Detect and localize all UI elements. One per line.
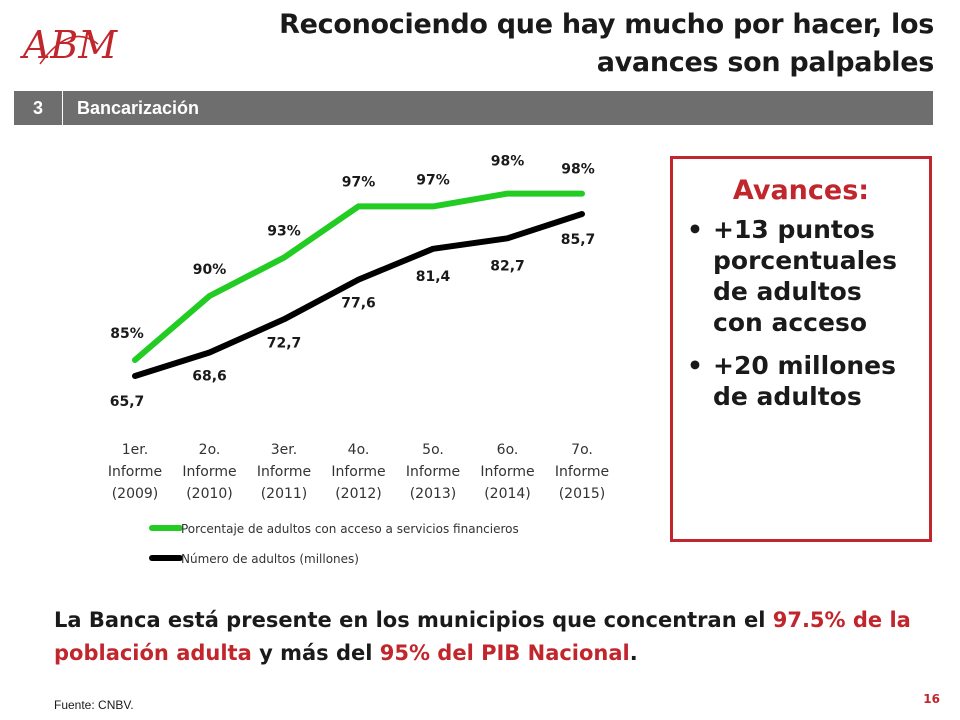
avances-item: • +13 puntos porcentuales de adultos con… <box>683 214 919 338</box>
x-tick-label: (2013) <box>410 486 457 502</box>
x-tick-label: (2012) <box>335 486 382 502</box>
abm-logo: ABM <box>20 23 118 67</box>
data-label-percentage: 85% <box>110 326 144 342</box>
x-tick-label: 4o. <box>348 442 370 458</box>
footer-part: . <box>629 641 638 665</box>
legend-label: Número de adultos (millones) <box>181 552 359 566</box>
title-line-1: Reconociendo que hay mucho por hacer, lo… <box>279 9 934 40</box>
x-tick-label: Informe <box>480 464 534 480</box>
source-note: Fuente: CNBV. <box>54 698 134 712</box>
data-label-adults: 81,4 <box>416 269 451 285</box>
footer-highlight: 97.5% de la población adulta <box>54 608 911 665</box>
data-label-percentage: 90% <box>193 262 227 278</box>
x-tick-label: (2015) <box>559 486 606 502</box>
x-tick-label: 2o. <box>199 442 221 458</box>
section-number: 3 <box>14 91 63 125</box>
x-tick-label: Informe <box>182 464 236 480</box>
footer-part: y más del <box>251 641 380 665</box>
data-label-percentage: 97% <box>342 174 376 190</box>
data-label-percentage: 98% <box>561 162 595 178</box>
section-bar: 3 Bancarización <box>14 91 933 125</box>
bullet-icon: • <box>687 351 703 380</box>
x-tick-label: 1er. <box>122 442 148 458</box>
avances-box: Avances: • +13 puntos porcentuales de ad… <box>670 156 932 542</box>
bullet-icon: • <box>687 215 703 244</box>
logo-text: ABM <box>20 23 118 67</box>
data-label-percentage: 98% <box>491 154 525 170</box>
x-tick-label: (2010) <box>186 486 233 502</box>
avances-list: • +13 puntos porcentuales de adultos con… <box>683 214 919 412</box>
x-tick-label: Informe <box>108 464 162 480</box>
x-tick-label: Informe <box>406 464 460 480</box>
x-tick-label: 3er. <box>271 442 297 458</box>
x-tick-label: Informe <box>257 464 311 480</box>
data-label-adults: 72,7 <box>267 335 302 351</box>
x-tick-label: 7o. <box>571 442 593 458</box>
avances-item-text: +13 puntos porcentuales de adultos con a… <box>713 215 897 337</box>
footer-highlight: 95% del PIB Nacional <box>379 641 630 665</box>
line-chart: 85% 90% 93% 97% 97% 98% 98% 65,7 68,6 72,7 77,6 81,… <box>108 154 609 566</box>
page-number: 16 <box>923 692 940 706</box>
x-tick-label: Informe <box>331 464 385 480</box>
series-line-adults <box>132 211 585 379</box>
legend-label: Porcentaje de adultos con acceso a servi… <box>181 522 519 536</box>
footer-statement: La Banca está presente en los municipios… <box>54 604 934 670</box>
title-line-2: avances son palpables <box>596 47 935 78</box>
series-line-percentage <box>132 190 585 363</box>
x-tick-label: (2011) <box>261 486 308 502</box>
data-label-percentage: 97% <box>416 172 450 188</box>
avances-item: • +20 millones de adultos <box>683 350 919 412</box>
footer-part: La Banca está presente en los municipios… <box>54 608 773 632</box>
avances-item-text: +20 millones de adultos <box>713 351 897 411</box>
data-label-adults: 85,7 <box>561 232 596 248</box>
section-label: Bancarización <box>77 97 200 118</box>
data-label-adults: 68,6 <box>192 369 227 385</box>
x-tick-label: 5o. <box>422 442 444 458</box>
x-tick-label: (2009) <box>112 486 159 502</box>
x-tick-label: Informe <box>555 464 609 480</box>
avances-title: Avances: <box>732 175 870 206</box>
x-tick-label: 6o. <box>497 442 519 458</box>
x-tick-label: (2014) <box>484 486 531 502</box>
data-label-adults: 65,7 <box>110 394 145 410</box>
page-title: Reconociendo que hay mucho por hacer, lo… <box>174 6 934 82</box>
data-label-percentage: 93% <box>267 224 301 240</box>
data-label-adults: 82,7 <box>490 258 525 274</box>
data-label-adults: 77,6 <box>341 296 376 312</box>
